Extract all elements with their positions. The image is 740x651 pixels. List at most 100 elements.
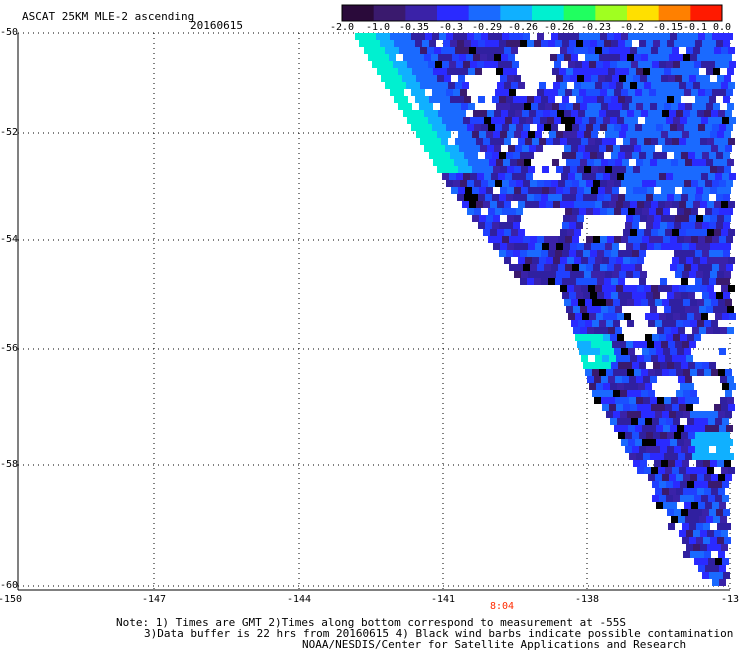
swath-cell — [695, 432, 702, 439]
swath-cell — [724, 131, 731, 138]
swath-cell — [417, 54, 424, 61]
swath-cell — [626, 187, 633, 194]
swath-cell — [641, 110, 648, 117]
swath-cell — [690, 369, 697, 376]
swath-cell — [662, 488, 669, 495]
swath-cell — [658, 47, 665, 54]
swath-cell — [708, 61, 715, 68]
swath-cell — [635, 89, 642, 96]
swath-cell — [528, 187, 535, 194]
swath-cell — [439, 89, 446, 96]
swath-cell — [509, 264, 516, 271]
swath-cell — [665, 47, 672, 54]
swath-cell — [502, 124, 509, 131]
swath-cell — [527, 152, 534, 159]
swath-cell — [702, 96, 709, 103]
swath-cell — [508, 110, 515, 117]
swath-cell — [418, 124, 425, 131]
swath-cell — [659, 117, 666, 124]
swath-cell — [632, 362, 639, 369]
swath-cell — [517, 103, 524, 110]
swath-cell — [568, 117, 575, 124]
swath-cell — [420, 47, 427, 54]
swath-cell — [703, 537, 710, 544]
swath-cell — [711, 54, 718, 61]
swath-cell — [426, 68, 433, 75]
swath-cell — [546, 201, 553, 208]
swath-cell — [434, 82, 441, 89]
swath-cell — [553, 201, 560, 208]
swath-cell — [696, 523, 703, 530]
swath-cell — [609, 82, 616, 89]
swath-cell — [577, 215, 584, 222]
swath-cell — [500, 187, 507, 194]
swath-cell — [667, 96, 674, 103]
swath-cell — [668, 166, 675, 173]
swath-cell — [702, 222, 709, 229]
swath-cell — [589, 313, 596, 320]
swath-cell — [702, 432, 709, 439]
swath-cell — [504, 201, 511, 208]
swath-cell — [655, 299, 662, 306]
swath-cell — [666, 61, 673, 68]
swath-cell — [683, 54, 690, 61]
swath-cell — [464, 194, 471, 201]
swath-cell — [623, 47, 630, 54]
swath-cell — [554, 117, 561, 124]
swath-cell — [679, 201, 686, 208]
swath-cell — [713, 159, 720, 166]
swath-cell — [712, 425, 719, 432]
swath-cell — [600, 348, 607, 355]
swath-cell — [698, 124, 705, 131]
swath-cell — [488, 33, 495, 40]
swath-cell — [696, 537, 703, 544]
swath-cell — [683, 145, 690, 152]
swath-cell — [698, 565, 705, 572]
swath-cell — [648, 390, 655, 397]
swath-cell — [699, 453, 706, 460]
swath-cell — [686, 285, 693, 292]
swath-cell — [645, 117, 652, 124]
swath-cell — [492, 152, 499, 159]
swath-cell — [407, 61, 414, 68]
swath-cell — [718, 551, 725, 558]
swath-cell — [560, 285, 567, 292]
swath-cell — [689, 215, 696, 222]
swath-cell — [676, 390, 683, 397]
swath-cell — [670, 89, 677, 96]
swath-cell — [675, 131, 682, 138]
swath-cell — [602, 285, 609, 292]
swath-cell — [521, 187, 528, 194]
swath-cell — [680, 495, 687, 502]
swath-cell — [562, 40, 569, 47]
swath-cell — [637, 229, 644, 236]
swath-cell — [623, 404, 630, 411]
note-line-3: NOAA/NESDIS/Center for Satellite Applica… — [302, 638, 687, 651]
swath-cell — [411, 33, 418, 40]
swath-cell — [623, 138, 630, 145]
swath-cell — [688, 362, 695, 369]
swath-cell — [563, 243, 570, 250]
swath-cell — [615, 159, 622, 166]
swath-cell — [701, 313, 708, 320]
swath-cell — [565, 208, 572, 215]
swath-cell — [725, 299, 732, 306]
swath-cell — [612, 131, 619, 138]
swath-cell — [562, 96, 569, 103]
swath-cell — [434, 47, 441, 54]
swath-cell — [717, 166, 724, 173]
swath-cell — [649, 236, 656, 243]
swath-cell — [637, 285, 644, 292]
swath-cell — [609, 47, 616, 54]
swath-cell — [684, 502, 691, 509]
swath-cell — [424, 54, 431, 61]
swath-cell — [479, 215, 486, 222]
swath-cell — [544, 124, 551, 131]
swath-cell — [651, 404, 658, 411]
swath-cell — [476, 47, 483, 54]
swath-cell — [455, 138, 462, 145]
swath-cell — [618, 292, 625, 299]
swath-cell — [721, 47, 728, 54]
swath-cell — [704, 551, 711, 558]
swath-cell — [435, 117, 442, 124]
